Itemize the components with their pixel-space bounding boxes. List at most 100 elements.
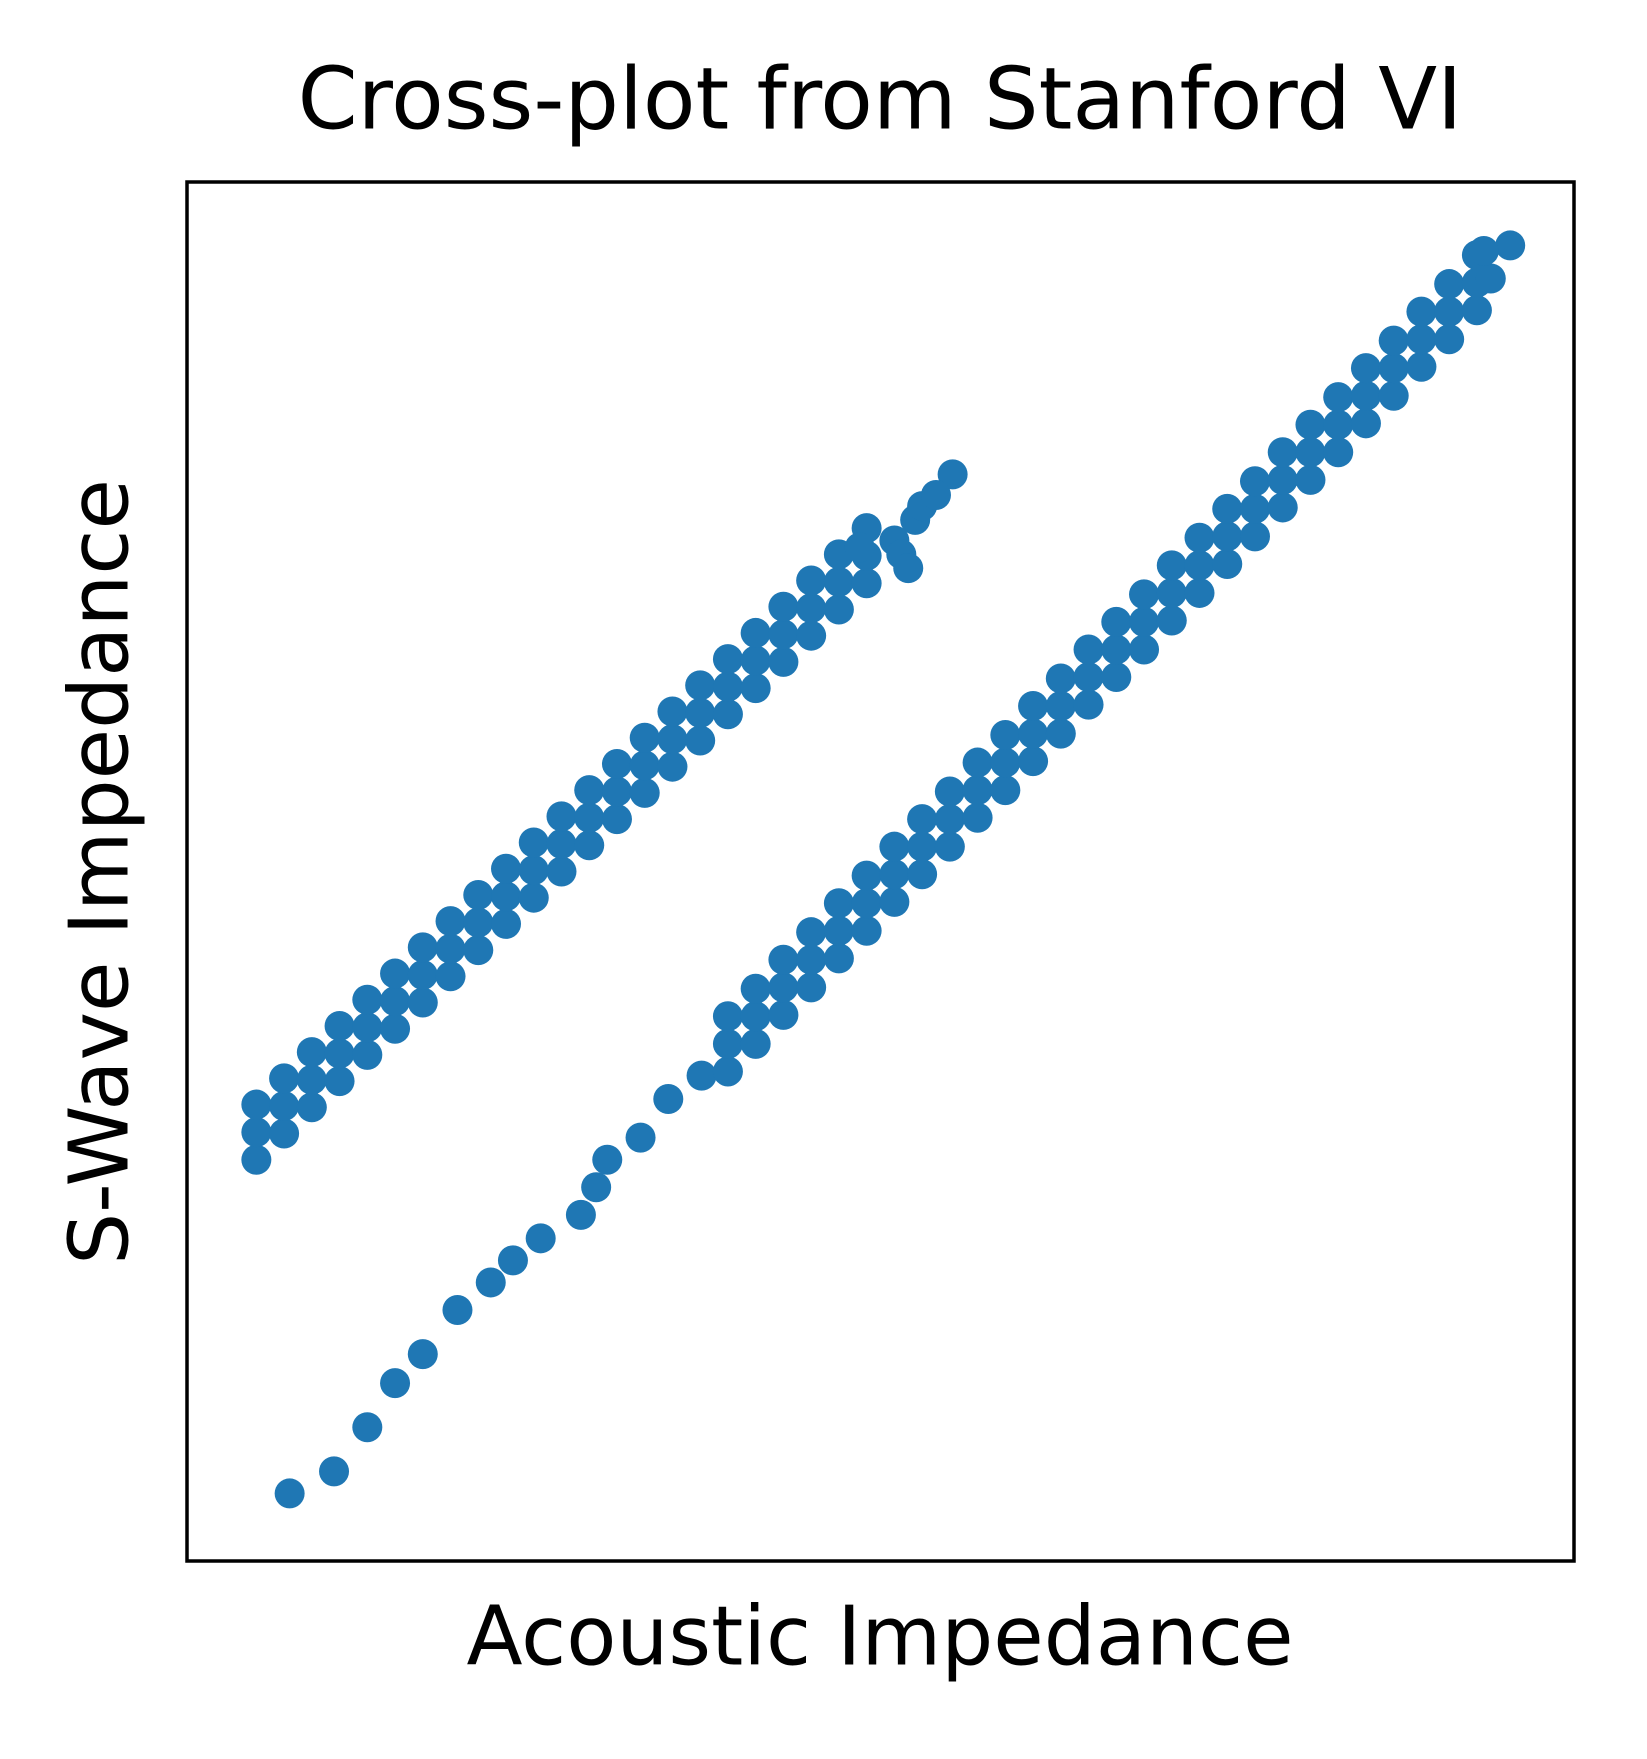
point xyxy=(796,944,827,975)
point xyxy=(1018,691,1049,722)
point xyxy=(601,804,632,835)
point xyxy=(823,594,854,625)
point xyxy=(768,646,799,677)
point xyxy=(768,944,799,975)
point xyxy=(990,719,1021,750)
point xyxy=(352,1039,383,1070)
point xyxy=(269,1090,300,1121)
point xyxy=(407,1339,438,1370)
point xyxy=(879,886,910,917)
point xyxy=(1323,409,1354,440)
point xyxy=(324,1010,355,1041)
x-axis-label: Acoustic Impedance xyxy=(466,1589,1293,1684)
point xyxy=(1406,351,1437,382)
point xyxy=(657,751,688,782)
point xyxy=(893,553,924,584)
point xyxy=(625,1122,656,1153)
point xyxy=(565,1199,596,1230)
point xyxy=(1156,605,1187,636)
point xyxy=(1267,464,1298,495)
point xyxy=(1378,380,1409,411)
point xyxy=(823,915,854,946)
point xyxy=(1350,353,1381,384)
point xyxy=(1323,382,1354,413)
point xyxy=(1239,466,1270,497)
point xyxy=(1475,263,1506,294)
point xyxy=(768,972,799,1003)
point xyxy=(546,856,577,887)
point xyxy=(920,480,951,511)
point xyxy=(1018,746,1049,777)
point xyxy=(685,697,716,728)
point xyxy=(740,1028,771,1059)
point xyxy=(546,828,577,859)
point xyxy=(1212,493,1243,524)
point xyxy=(712,1001,743,1032)
point xyxy=(1073,662,1104,693)
point xyxy=(1267,492,1298,523)
point xyxy=(1129,579,1160,610)
point xyxy=(1239,493,1270,524)
point xyxy=(601,748,632,779)
point xyxy=(1045,718,1076,749)
point xyxy=(592,1144,623,1175)
point xyxy=(1073,634,1104,665)
point xyxy=(934,831,965,862)
point xyxy=(990,775,1021,806)
point xyxy=(990,747,1021,778)
point xyxy=(629,722,660,753)
y-axis-label: S-Wave Impedance xyxy=(52,479,147,1265)
point xyxy=(1378,353,1409,384)
point xyxy=(937,459,968,490)
point xyxy=(1323,437,1354,468)
point xyxy=(296,1092,327,1123)
point xyxy=(491,908,522,939)
point xyxy=(796,972,827,1003)
point xyxy=(1045,691,1076,722)
point xyxy=(907,859,938,890)
point xyxy=(1495,230,1526,261)
point xyxy=(1295,464,1326,495)
point xyxy=(1212,521,1243,552)
point xyxy=(518,882,549,913)
point xyxy=(1184,522,1215,553)
point xyxy=(796,565,827,596)
point xyxy=(1267,437,1298,468)
points xyxy=(241,230,1526,1509)
point xyxy=(407,932,438,963)
point xyxy=(796,620,827,651)
point xyxy=(844,532,875,563)
point xyxy=(1156,577,1187,608)
point xyxy=(380,986,411,1017)
point xyxy=(962,802,993,833)
point xyxy=(574,802,605,833)
point xyxy=(296,1037,327,1068)
point xyxy=(380,1013,411,1044)
point xyxy=(435,933,466,964)
point xyxy=(740,673,771,704)
point xyxy=(1434,269,1465,300)
chart-title: Cross-plot from Stanford VI xyxy=(298,49,1463,149)
point xyxy=(686,1060,717,1091)
point xyxy=(1129,606,1160,637)
point xyxy=(574,775,605,806)
point xyxy=(274,1478,305,1509)
point xyxy=(879,859,910,890)
point xyxy=(241,1089,272,1120)
point xyxy=(1045,663,1076,694)
point xyxy=(1406,324,1437,355)
point xyxy=(768,999,799,1030)
point xyxy=(1350,380,1381,411)
point xyxy=(1434,324,1465,355)
point xyxy=(1212,548,1243,579)
point xyxy=(657,696,688,727)
point xyxy=(574,830,605,861)
point xyxy=(851,888,882,919)
point xyxy=(712,1028,743,1059)
point xyxy=(407,959,438,990)
point xyxy=(491,853,522,884)
point xyxy=(435,906,466,937)
point xyxy=(352,1012,383,1043)
point xyxy=(1101,606,1132,637)
